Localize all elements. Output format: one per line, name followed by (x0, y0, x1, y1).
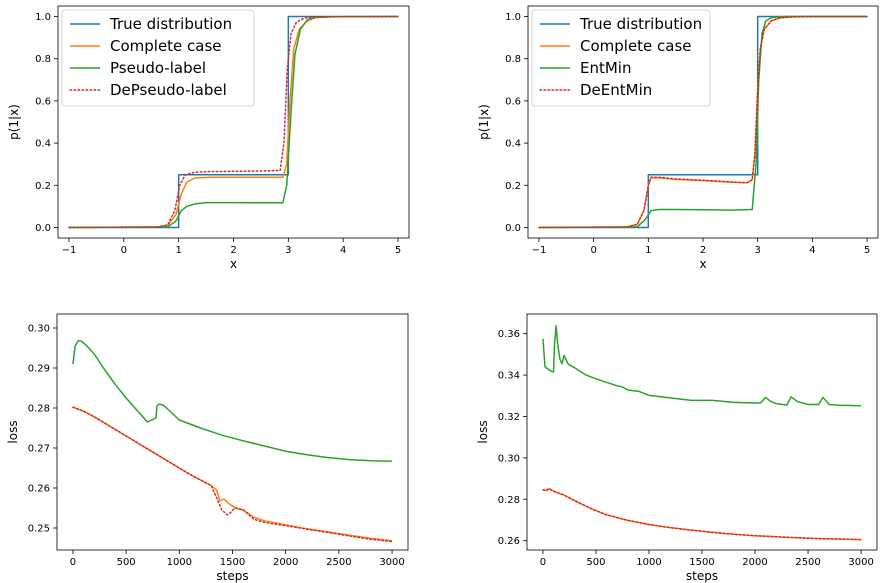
chart-panel-2: −1 0 1 2 3 4 5 0.0 0.2 0.4 0.6 0.8 1.0 x p(1|x) True di… (477, 5, 879, 271)
y-tick-label: 1.0 (35, 12, 51, 23)
legend-box (531, 9, 711, 107)
x-tick-label: 0 (540, 557, 546, 568)
x-tick-label: 2 (700, 245, 706, 256)
legend-label: Complete case (580, 37, 692, 55)
y-tick-label: 0.0 (35, 223, 51, 234)
legend-label: Pseudo-label (110, 59, 206, 77)
series-line-1 (542, 325, 862, 407)
plot-frame (56, 313, 409, 551)
x-tick-label: 3 (285, 245, 291, 256)
x-tick-label: 1 (645, 245, 651, 256)
series-line-deentmin (538, 15, 868, 229)
x-axis-label: x (699, 257, 706, 271)
chart-panel-1: −1 0 1 2 3 4 5 0.0 0.2 0.4 0.6 0.8 1.0 x p(1|x) True di… (7, 5, 410, 271)
legend-box (61, 9, 255, 107)
x-tick-label: 2000 (273, 557, 298, 568)
x-tick-label: 1 (175, 245, 181, 256)
x-tick-label: 3 (755, 245, 761, 256)
y-tick-label: 0.0 (505, 223, 521, 234)
x-tick-label: 2500 (795, 557, 820, 568)
x-tick-label: 2500 (326, 557, 351, 568)
chart-panel-4: 0 500 1000 1500 2000 2500 3000 0.26 0.28 0.30 0.32… (476, 313, 878, 583)
legend-label: EntMin (580, 59, 631, 77)
y-tick-label: 0.30 (28, 324, 50, 335)
y-tick-label: 0.30 (498, 453, 520, 464)
series-line-entmin (538, 15, 868, 229)
x-tick-label: 1000 (167, 557, 192, 568)
legend: True distribution Complete case Pseudo-lab… (61, 9, 255, 107)
series-line-2 (72, 406, 393, 542)
series-line-3 (72, 406, 393, 543)
y-tick-label: 0.25 (28, 524, 50, 535)
legend: True distribution Complete case EntMin DeEn… (531, 9, 711, 107)
y-tick-label: 0.4 (505, 139, 521, 150)
y-tick-label: 0.34 (498, 371, 520, 382)
x-tick-label: 3000 (379, 557, 404, 568)
y-tick-label: 0.6 (505, 96, 521, 107)
y-tick-label: 0.32 (498, 412, 520, 423)
x-tick-label: 1500 (689, 557, 714, 568)
y-tick-label: 0.8 (35, 54, 51, 65)
y-tick-label: 0.2 (35, 181, 51, 192)
legend-label: DeEntMin (580, 81, 652, 99)
y-tick-label: 0.28 (28, 404, 50, 415)
y-tick-label: 0.26 (498, 536, 520, 547)
y-tick-label: 0.8 (505, 54, 521, 65)
y-tick-label: 0.6 (35, 96, 51, 107)
x-tick-label: 4 (809, 245, 815, 256)
y-tick-label: 0.26 (28, 484, 50, 495)
y-axis-label: loss (476, 420, 490, 443)
series-line-2 (542, 487, 862, 541)
y-tick-label: 0.36 (498, 329, 520, 340)
y-tick-label: 0.27 (28, 444, 50, 455)
legend-label: Complete case (110, 37, 222, 55)
x-tick-label: 0 (121, 245, 127, 256)
x-tick-label: 2000 (742, 557, 767, 568)
x-axis-label: x (230, 257, 237, 271)
y-tick-label: 0.29 (28, 364, 50, 375)
x-tick-label: 5 (395, 245, 401, 256)
series-line-pseudo-label (68, 15, 399, 229)
x-tick-label: 5 (864, 245, 870, 256)
series-line-3 (542, 488, 862, 541)
x-tick-label: 0 (590, 245, 596, 256)
x-tick-label: −1 (62, 245, 77, 256)
legend-label: DePseudo-label (110, 81, 227, 99)
legend-label: True distribution (579, 15, 702, 33)
x-tick-label: 2 (230, 245, 236, 256)
x-axis-label: steps (216, 569, 248, 583)
y-axis-label: loss (6, 420, 20, 443)
y-axis-label: p(1|x) (7, 104, 21, 140)
chart-panel-3: 0 500 1000 1500 2000 2500 3000 0.25 0.26 0.27 0.28… (6, 313, 409, 583)
x-tick-label: 1500 (220, 557, 245, 568)
y-tick-label: 0.2 (505, 181, 521, 192)
x-tick-label: 500 (117, 557, 136, 568)
x-tick-label: 4 (340, 245, 346, 256)
x-tick-label: 500 (586, 557, 605, 568)
x-tick-label: 3000 (848, 557, 873, 568)
x-tick-label: 0 (70, 557, 76, 568)
series-line-depseudo-label (68, 15, 399, 229)
x-tick-label: −1 (532, 245, 547, 256)
y-tick-label: 0.28 (498, 495, 520, 506)
plot-frame (526, 313, 878, 551)
series-line-1 (72, 340, 393, 462)
legend-label: True distribution (109, 15, 232, 33)
y-tick-label: 0.4 (35, 139, 51, 150)
x-axis-label: steps (686, 569, 718, 583)
x-tick-label: 1000 (636, 557, 661, 568)
y-axis-label: p(1|x) (477, 104, 491, 140)
y-tick-label: 1.0 (505, 12, 521, 23)
